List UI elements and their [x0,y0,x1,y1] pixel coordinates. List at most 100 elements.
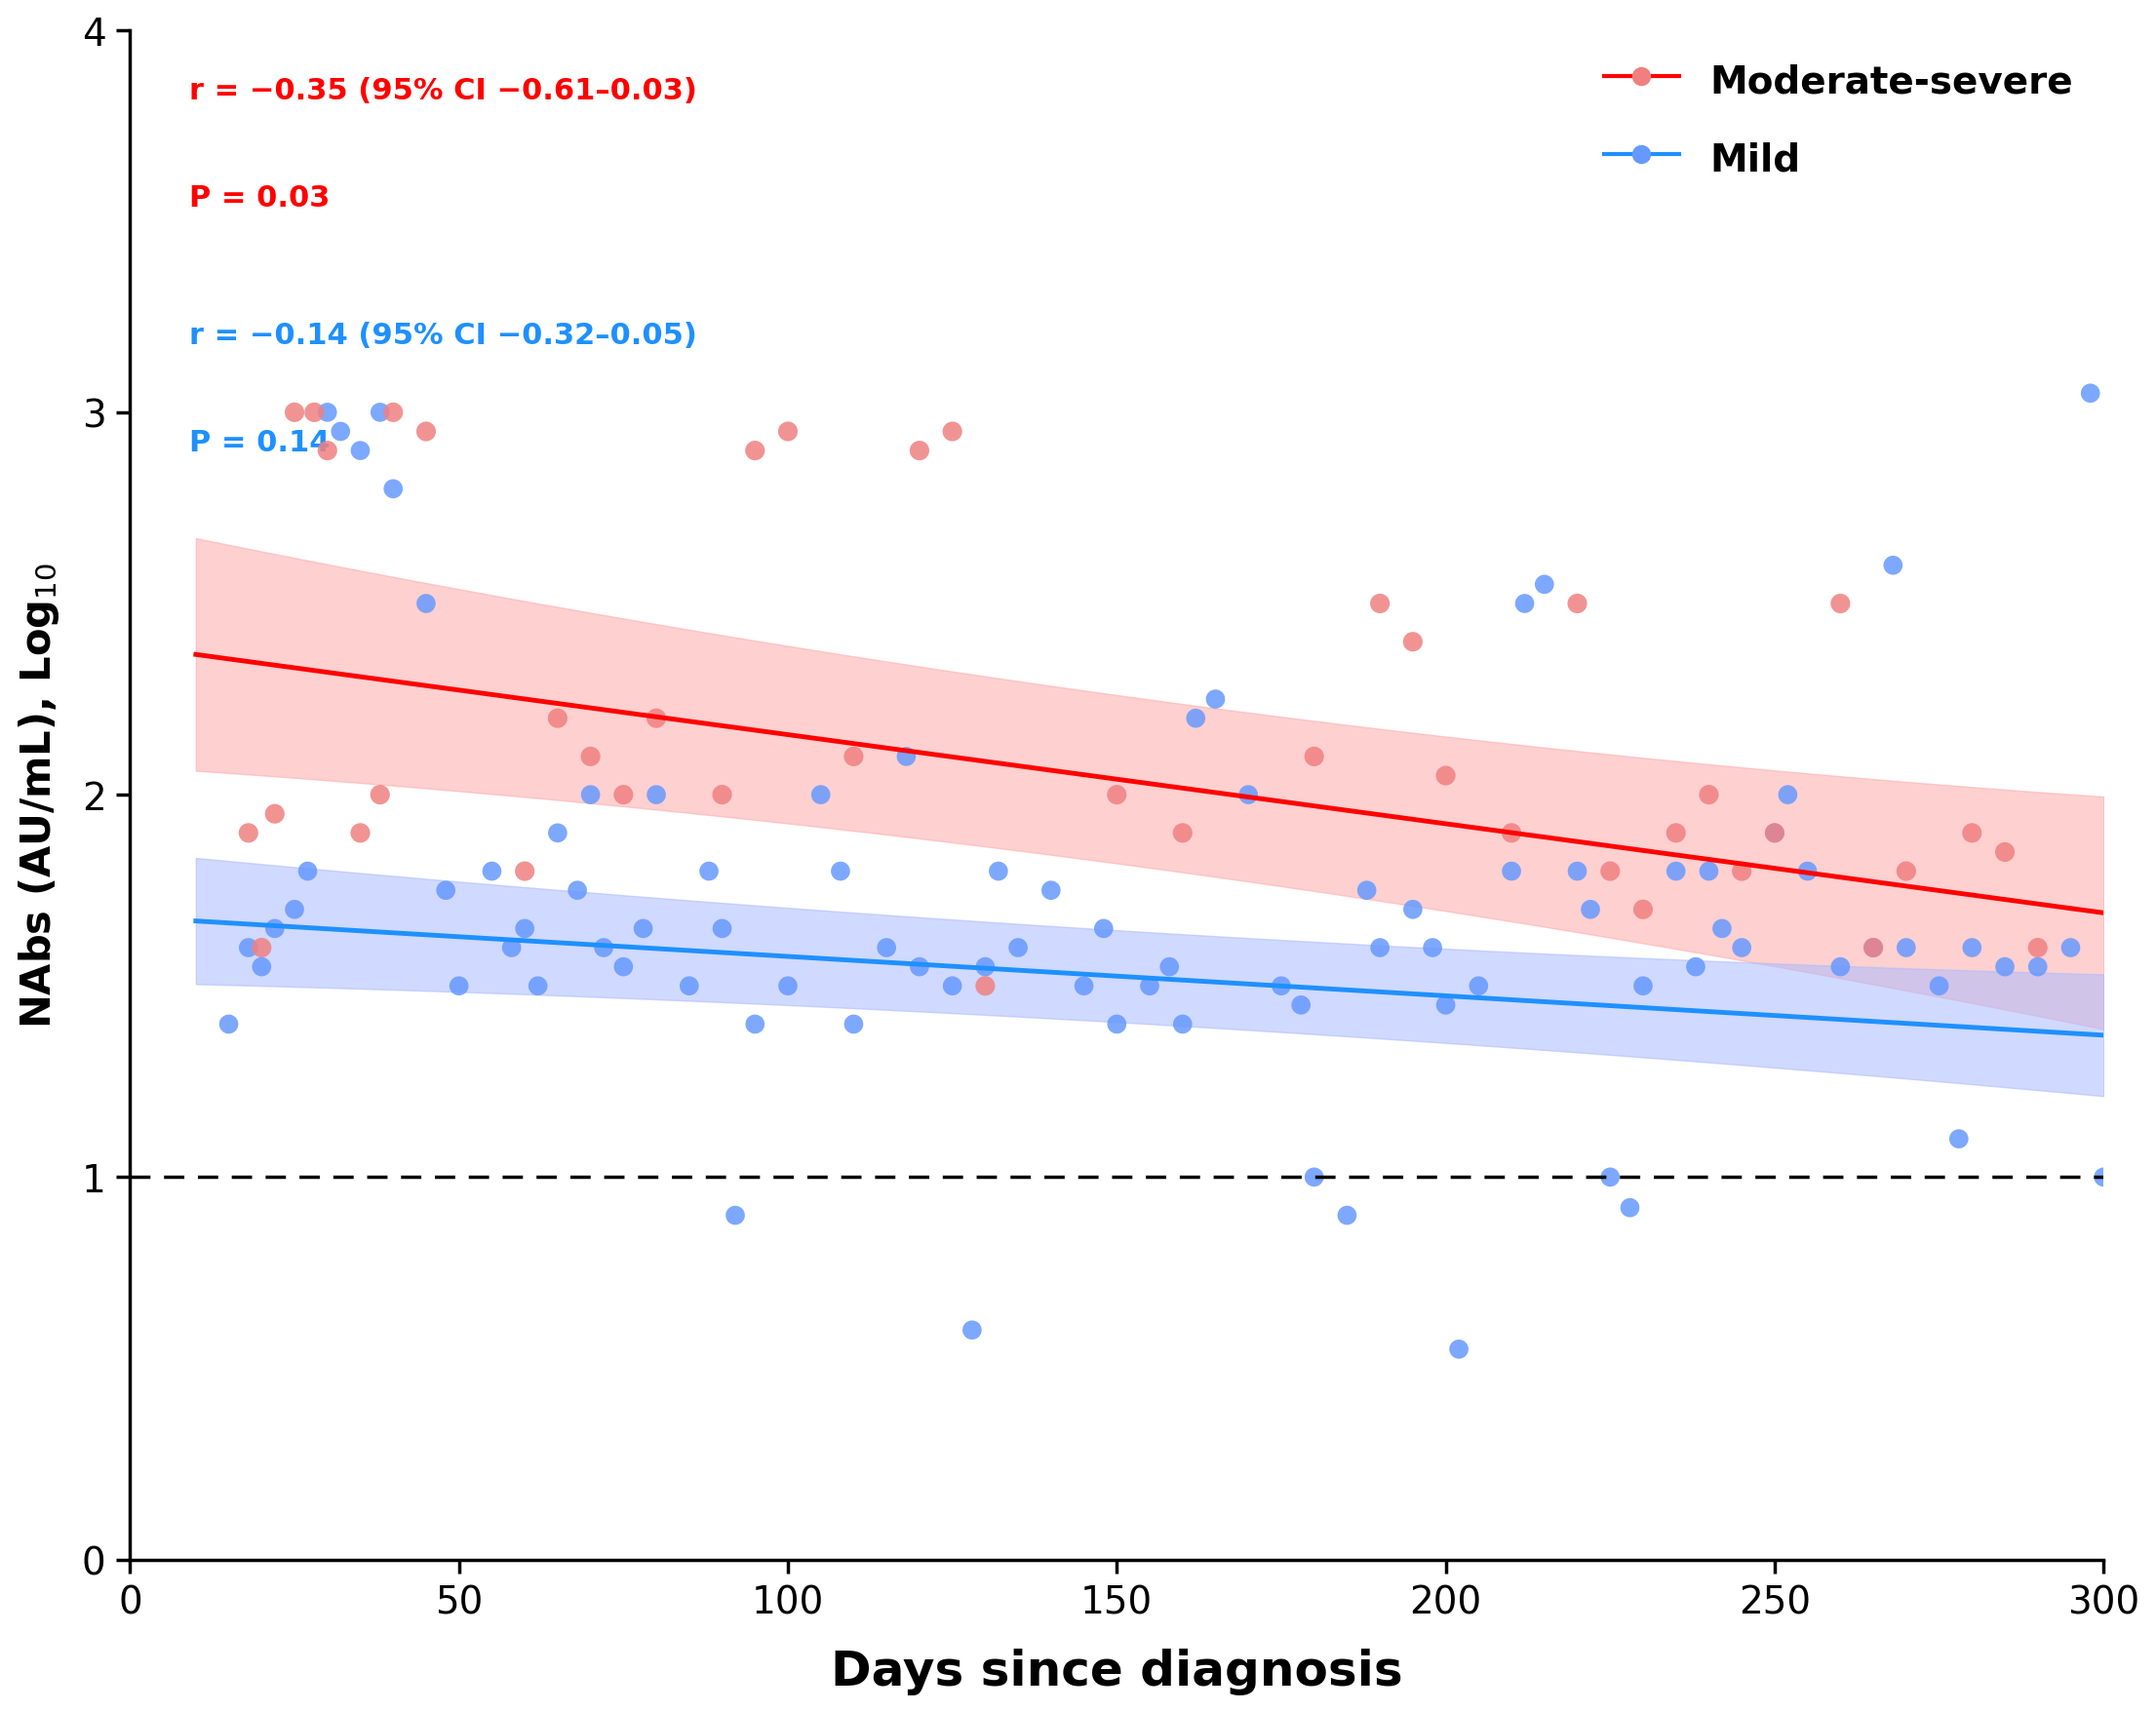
Point [1757,820,1792,847]
Point [343,438,377,465]
Point [310,399,345,426]
Point [901,953,936,980]
Point [2087,1163,2122,1191]
Point [507,915,541,943]
Point [1350,878,1384,905]
Point [211,1011,246,1039]
Point [410,590,444,618]
Point [936,972,970,999]
Point [1395,628,1429,655]
Point [1955,934,1990,962]
Point [1789,857,1824,885]
Point [1231,782,1266,809]
Point [1363,934,1397,962]
Point [1988,838,2022,866]
Point [1593,1163,1628,1191]
Point [257,915,291,943]
Point [869,934,903,962]
Point [1692,782,1727,809]
Point [625,915,660,943]
Point [1692,857,1727,885]
Point [1626,897,1660,924]
Point [1462,972,1496,999]
Point [1179,705,1214,732]
Point [705,915,740,943]
Point [1000,934,1035,962]
Point [323,419,358,447]
Point [1132,972,1166,999]
Point [718,1201,752,1228]
Point [1613,1194,1647,1222]
Point [1414,934,1449,962]
Point [1507,590,1542,618]
Point [638,705,673,732]
Point [2020,953,2055,980]
Point [586,934,621,962]
Point [507,857,541,885]
Point [573,782,608,809]
Point [936,419,970,447]
Point [737,438,772,465]
Point [291,857,326,885]
Point [362,782,397,809]
Point [429,878,464,905]
Point [343,820,377,847]
Point [1824,953,1858,980]
Point [375,399,410,426]
Point [257,801,291,828]
Text: P = 0.03: P = 0.03 [190,183,330,212]
Point [1705,915,1740,943]
Point [375,476,410,503]
Point [1889,934,1923,962]
Point [1955,820,1990,847]
Point [981,857,1015,885]
Point [298,399,332,426]
Point [278,399,313,426]
Point [1658,857,1692,885]
Point [837,1011,871,1039]
Point [2053,934,2087,962]
Point [1574,897,1608,924]
Point [1921,972,1955,999]
Point [2074,380,2109,407]
Point [888,743,923,770]
Point [442,972,476,999]
Point [1166,1011,1201,1039]
Point [1658,820,1692,847]
Point [1725,934,1759,962]
Point [1100,1011,1134,1039]
Point [1363,590,1397,618]
Point [824,857,858,885]
Point [1199,686,1233,713]
Point [231,820,265,847]
Point [1033,878,1067,905]
Point [541,820,576,847]
Point [606,782,640,809]
Point [1429,992,1464,1020]
Point [244,953,278,980]
Point [770,972,804,999]
Point [1494,820,1529,847]
Point [244,934,278,962]
Point [1283,992,1317,1020]
Text: r = −0.35 (95% CI −0.61–0.03): r = −0.35 (95% CI −0.61–0.03) [190,77,696,104]
Point [1561,857,1595,885]
Point [1889,857,1923,885]
Point [1856,934,1891,962]
Point [1298,1163,1332,1191]
Point [1526,571,1561,599]
Point [561,878,595,905]
Point [1593,857,1628,885]
Point [804,782,839,809]
Point [1494,857,1529,885]
Point [1298,743,1332,770]
Point [1151,953,1186,980]
Point [638,782,673,809]
Point [1087,915,1121,943]
Point [1100,782,1134,809]
Point [1067,972,1102,999]
Text: r = −0.14 (95% CI −0.32–0.05): r = −0.14 (95% CI −0.32–0.05) [190,322,696,349]
Point [1395,897,1429,924]
Point [1876,553,1910,580]
Point [1770,782,1805,809]
